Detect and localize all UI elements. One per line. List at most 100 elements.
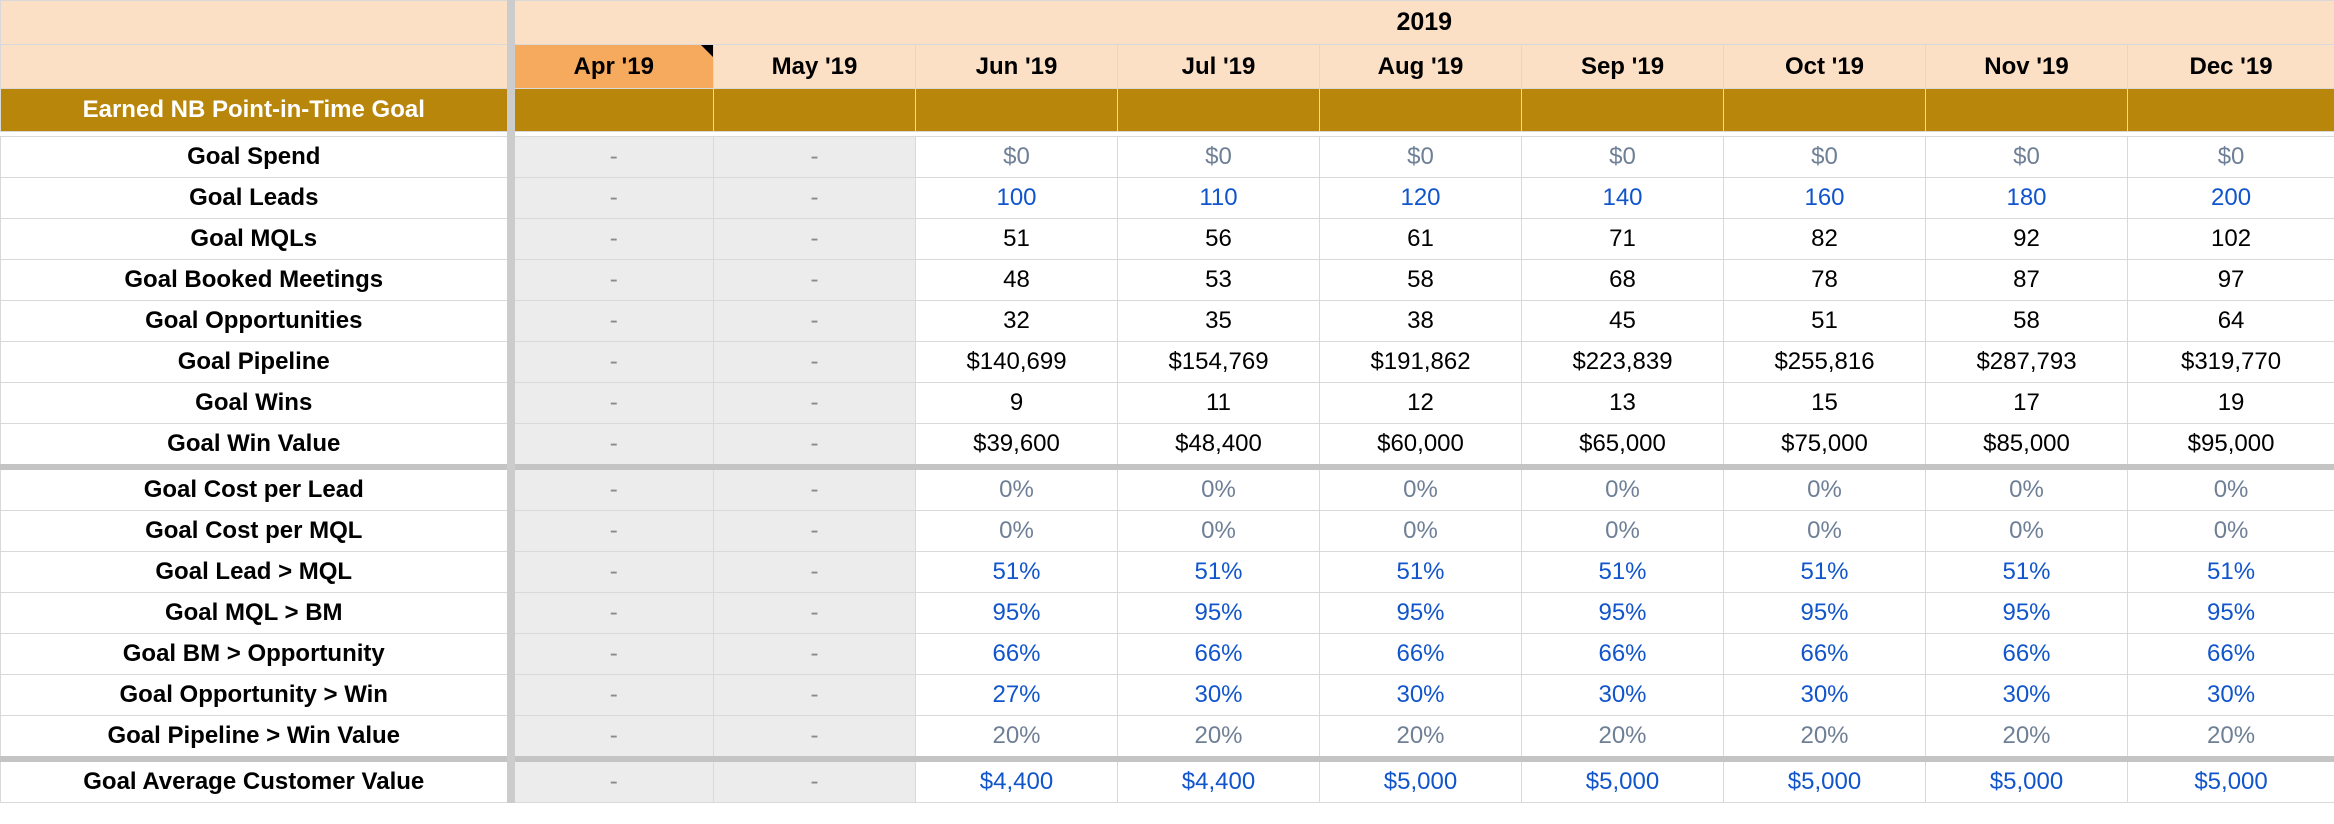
month-header-jul[interactable]: Jul '19	[1117, 44, 1320, 89]
value-cell[interactable]: 71	[1521, 218, 1724, 260]
value-cell[interactable]: 51%	[1117, 551, 1320, 593]
value-cell[interactable]: 140	[1521, 177, 1724, 219]
value-cell[interactable]: $65,000	[1521, 423, 1724, 470]
value-cell[interactable]: 20%	[2126, 715, 2334, 762]
value-cell[interactable]: 0%	[1319, 466, 1522, 511]
value-cell[interactable]: 11	[1117, 382, 1320, 424]
value-cell[interactable]: 102	[2126, 218, 2334, 260]
month-header-oct[interactable]: Oct '19	[1723, 44, 1926, 89]
value-cell[interactable]: 0%	[1723, 510, 1926, 552]
past-month-cell[interactable]: -	[510, 177, 714, 219]
past-month-cell[interactable]: -	[713, 177, 916, 219]
row-label[interactable]: Goal Cost per Lead	[0, 466, 515, 511]
value-cell[interactable]: 95%	[2126, 592, 2334, 634]
section-cell[interactable]	[713, 88, 916, 132]
value-cell[interactable]: 51%	[1925, 551, 2128, 593]
past-month-cell[interactable]: -	[713, 259, 916, 301]
value-cell[interactable]: 30%	[1319, 674, 1522, 716]
past-month-cell[interactable]: -	[510, 466, 714, 511]
value-cell[interactable]: 0%	[2126, 466, 2334, 511]
value-cell[interactable]: 58	[1925, 300, 2128, 342]
section-title[interactable]: Earned NB Point-in-Time Goal	[0, 88, 515, 132]
row-label[interactable]: Goal Pipeline > Win Value	[0, 715, 515, 762]
value-cell[interactable]: $0	[915, 136, 1118, 178]
past-month-cell[interactable]: -	[510, 218, 714, 260]
value-cell[interactable]: $95,000	[2126, 423, 2334, 470]
value-cell[interactable]: 64	[2126, 300, 2334, 342]
row-label[interactable]: Goal Leads	[0, 177, 515, 219]
value-cell[interactable]: 180	[1925, 177, 2128, 219]
value-cell[interactable]: $39,600	[915, 423, 1118, 470]
past-month-cell[interactable]: -	[510, 423, 714, 470]
value-cell[interactable]: 0%	[1521, 466, 1724, 511]
value-cell[interactable]: 66%	[1925, 633, 2128, 675]
value-cell[interactable]: $191,862	[1319, 341, 1522, 383]
value-cell[interactable]: 87	[1925, 259, 2128, 301]
value-cell[interactable]: 30%	[1723, 674, 1926, 716]
value-cell[interactable]: 66%	[1117, 633, 1320, 675]
value-cell[interactable]: 30%	[1117, 674, 1320, 716]
past-month-cell[interactable]: -	[510, 674, 714, 716]
month-header-sep[interactable]: Sep '19	[1521, 44, 1724, 89]
row-label[interactable]: Goal Opportunities	[0, 300, 515, 342]
value-cell[interactable]: 82	[1723, 218, 1926, 260]
month-header-apr[interactable]: Apr '19	[510, 44, 714, 89]
value-cell[interactable]: 0%	[1319, 510, 1522, 552]
row-label[interactable]: Goal MQL > BM	[0, 592, 515, 634]
value-cell[interactable]: 19	[2126, 382, 2334, 424]
value-cell[interactable]: $75,000	[1723, 423, 1926, 470]
value-cell[interactable]: 20%	[1319, 715, 1522, 762]
value-cell[interactable]: 20%	[1117, 715, 1320, 762]
past-month-cell[interactable]: -	[713, 758, 916, 803]
value-cell[interactable]: 95%	[915, 592, 1118, 634]
month-header-aug[interactable]: Aug '19	[1319, 44, 1522, 89]
past-month-cell[interactable]: -	[510, 715, 714, 762]
section-cell[interactable]	[915, 88, 1118, 132]
value-cell[interactable]: $0	[1319, 136, 1522, 178]
past-month-cell[interactable]: -	[713, 551, 916, 593]
row-label[interactable]: Goal Average Customer Value	[0, 758, 515, 803]
value-cell[interactable]: $255,816	[1723, 341, 1926, 383]
row-label[interactable]: Goal Lead > MQL	[0, 551, 515, 593]
value-cell[interactable]: $154,769	[1117, 341, 1320, 383]
value-cell[interactable]: $5,000	[1723, 758, 1926, 803]
value-cell[interactable]: 51%	[2126, 551, 2334, 593]
value-cell[interactable]: 0%	[915, 466, 1118, 511]
value-cell[interactable]: $5,000	[2126, 758, 2334, 803]
value-cell[interactable]: $85,000	[1925, 423, 2128, 470]
row-label[interactable]: Goal BM > Opportunity	[0, 633, 515, 675]
value-cell[interactable]: 0%	[2126, 510, 2334, 552]
past-month-cell[interactable]: -	[713, 466, 916, 511]
value-cell[interactable]: $223,839	[1521, 341, 1724, 383]
value-cell[interactable]: 66%	[1723, 633, 1926, 675]
past-month-cell[interactable]: -	[510, 510, 714, 552]
row-label[interactable]: Goal Booked Meetings	[0, 259, 515, 301]
month-header-nov[interactable]: Nov '19	[1925, 44, 2128, 89]
value-cell[interactable]: 13	[1521, 382, 1724, 424]
value-cell[interactable]: 66%	[2126, 633, 2334, 675]
section-cell[interactable]	[1319, 88, 1522, 132]
row-label[interactable]: Goal Spend	[0, 136, 515, 178]
value-cell[interactable]: 200	[2126, 177, 2334, 219]
past-month-cell[interactable]: -	[713, 341, 916, 383]
value-cell[interactable]: 30%	[1925, 674, 2128, 716]
corner-cell-2[interactable]	[0, 44, 515, 89]
value-cell[interactable]: $140,699	[915, 341, 1118, 383]
value-cell[interactable]: 95%	[1319, 592, 1522, 634]
value-cell[interactable]: 0%	[1117, 466, 1320, 511]
value-cell[interactable]: $4,400	[915, 758, 1118, 803]
value-cell[interactable]: 61	[1319, 218, 1522, 260]
row-label[interactable]: Goal Win Value	[0, 423, 515, 470]
value-cell[interactable]: 92	[1925, 218, 2128, 260]
value-cell[interactable]: $319,770	[2126, 341, 2334, 383]
past-month-cell[interactable]: -	[713, 423, 916, 470]
value-cell[interactable]: 45	[1521, 300, 1724, 342]
value-cell[interactable]: $60,000	[1319, 423, 1522, 470]
value-cell[interactable]: 0%	[1925, 510, 2128, 552]
past-month-cell[interactable]: -	[510, 551, 714, 593]
value-cell[interactable]: 100	[915, 177, 1118, 219]
value-cell[interactable]: 66%	[1521, 633, 1724, 675]
month-header-may[interactable]: May '19	[713, 44, 916, 89]
value-cell[interactable]: 95%	[1117, 592, 1320, 634]
past-month-cell[interactable]: -	[510, 341, 714, 383]
